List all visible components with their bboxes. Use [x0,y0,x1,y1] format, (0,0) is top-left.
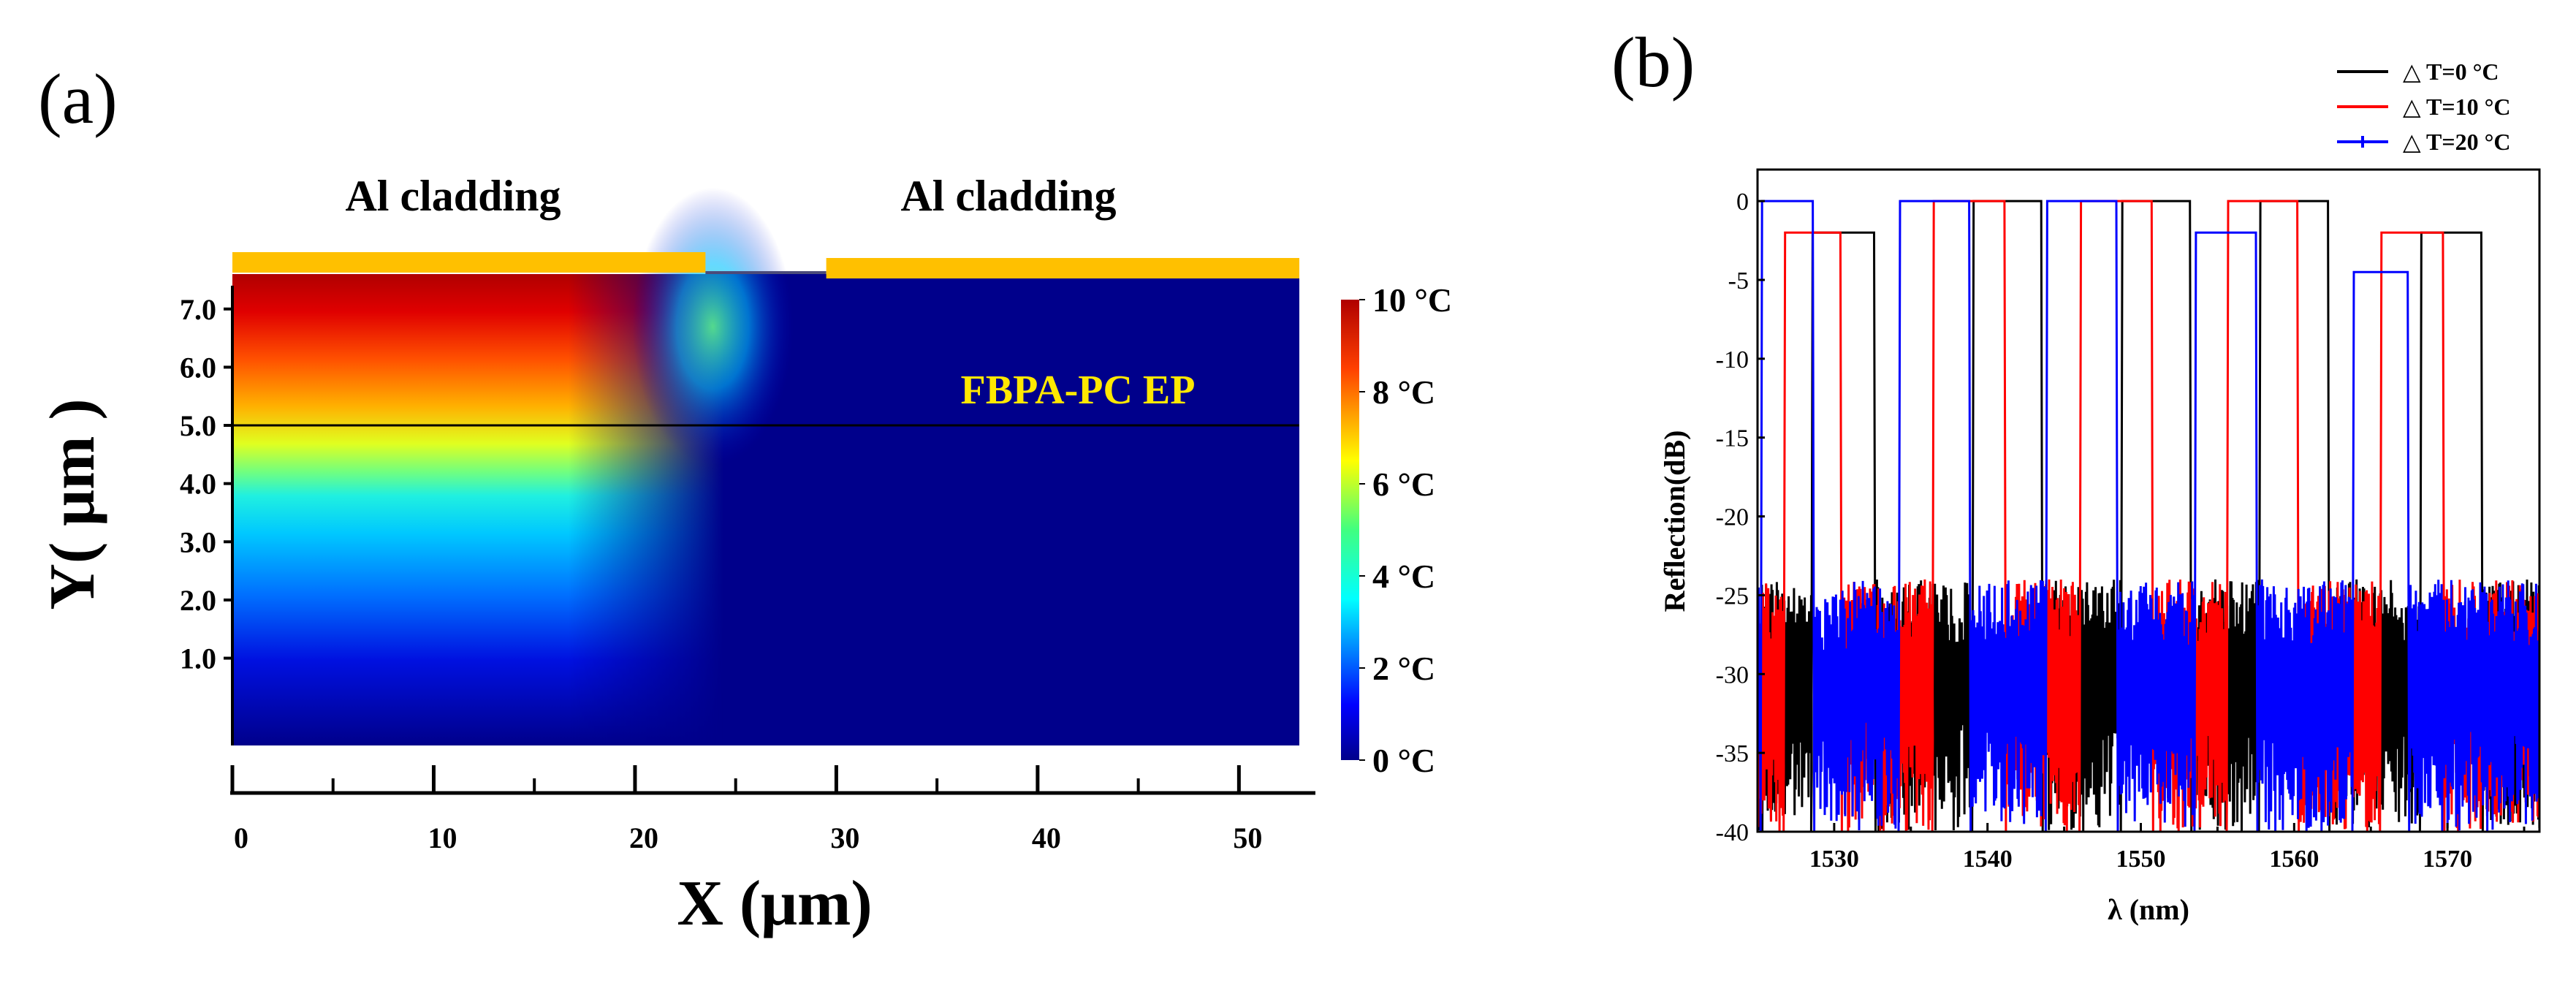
colorbar-tick-label: 8 °C [1372,373,1435,411]
series-group [1758,200,2539,832]
heatmap-y-tick-label: 1.0 [180,642,216,675]
reflection-x-tick-label: 1530 [1809,846,1859,873]
reflection-y-tick-label: -30 [1716,661,1749,688]
reflection-y-tick-label: -5 [1728,267,1749,295]
heatmap-axes: 1.0 2.0 3.0 4.0 5.0 6.0 7.0 0 10 20 30 40 50 [180,285,1315,854]
reflection-y-tick-label: -15 [1716,425,1749,452]
heatmap-x-tick-label: 10 [428,821,457,854]
heatmap-y-tick-label: 2.0 [180,584,216,617]
heatmap-y-tick-label: 3.0 [180,525,216,558]
temperature-field [232,187,1299,745]
colorbar-tick-label: 4 °C [1372,558,1435,595]
reflection-y-tick-label: -40 [1716,819,1749,846]
heatmap-y-tick-label: 5.0 [180,409,216,442]
plot-frame [1756,168,2541,833]
legend: △ T=0 °C △ T=10 °C △ T=20 °C [2337,58,2511,155]
heatmap-y-tick-label: 4.0 [180,468,216,501]
heatmap-x-tick-label: 50 [1233,821,1262,854]
cladding-label-left: Al cladding [345,172,561,220]
colorbar-tick-label: 0 °C [1372,742,1435,779]
reflection-x-tick-label: 1550 [2116,846,2166,873]
heater-edge-lobe [632,187,794,466]
cladding-label-right: Al cladding [900,172,1116,220]
heatmap-x-tick-label: 30 [830,821,859,854]
colorbar-tick-label: 6 °C [1372,466,1435,503]
heatmap-y-axis-title: Y( μm ) [37,398,108,610]
heatmap-x-tick-label: 0 [234,821,248,854]
reflection-x-tick-label: 1570 [2423,846,2472,873]
al-cladding-left [232,252,706,273]
reflection-y-axis-title: Reflection(dB) [1658,430,1691,612]
reflection-x-axis-title: λ (nm) [2108,893,2189,926]
fbpa-region-label: FBPA-PC EP [961,368,1196,413]
colorbar: 0 °C 2 °C 4 °C 6 °C 8 °C 10 °C [1341,281,1452,779]
reflection-y-tick-label: -20 [1716,504,1749,531]
reflection-y-tick-label: -35 [1716,740,1749,767]
series-line-2 [1758,200,2539,832]
reflection-y-tick-label: 0 [1736,189,1749,216]
heatmap-x-axis-title: X (μm) [677,868,872,939]
reflection-y-tick-label: -25 [1716,582,1749,610]
colorbar-tick-label: 2 °C [1372,650,1435,687]
panel-b-label: (b) [1611,23,1695,102]
al-cladding-right [826,258,1299,278]
heatmap-x-tick-label: 40 [1032,821,1061,854]
legend-label-1: △ T=10 °C [2403,94,2511,120]
heatmap-x-tick-label: 20 [629,821,658,854]
reflection-x-tick-label: 1560 [2269,846,2319,873]
reflection-x-tick-label: 1540 [1963,846,2013,873]
reflection-plot: 0 -5 -10 -15 -20 -25 -30 -35 -40 1530 1540 1550 1560… [1716,168,2541,873]
heatmap-y-tick-label: 6.0 [180,351,216,384]
colorbar-tick-label: 10 °C [1372,281,1452,319]
legend-label-2: △ T=20 °C [2403,129,2511,155]
heatmap-y-tick-label: 7.0 [180,293,216,326]
reflection-y-tick-label: -10 [1716,346,1749,373]
legend-label-0: △ T=0 °C [2403,58,2499,85]
colorbar-gradient [1341,300,1359,760]
panel-a-label: (a) [38,60,118,139]
